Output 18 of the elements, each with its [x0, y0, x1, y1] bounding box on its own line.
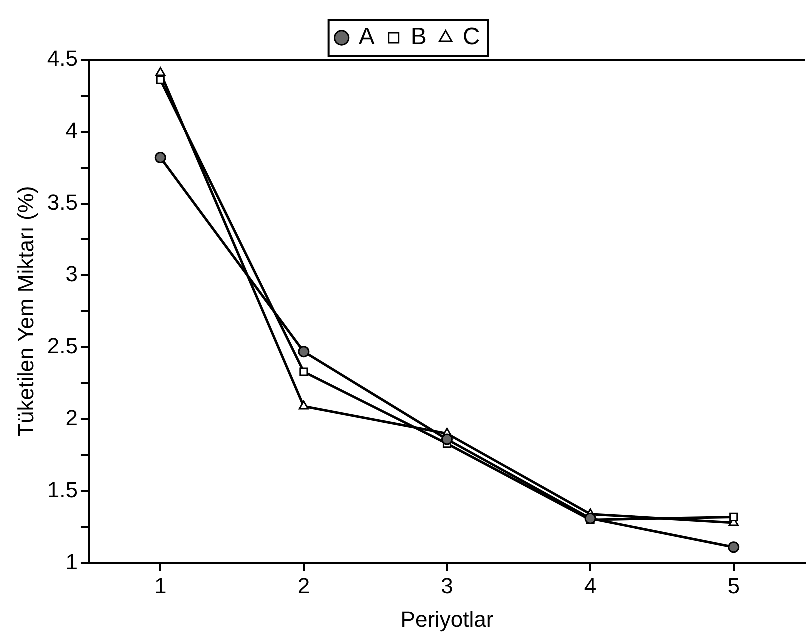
x-tick-label: 4: [584, 573, 597, 598]
y-tick-label: 3: [66, 262, 78, 287]
y-tick-label: 1: [66, 549, 78, 574]
y-tick-label: 3.5: [47, 190, 78, 215]
x-tick-label: 2: [298, 573, 310, 598]
y-tick-label: 4: [66, 118, 78, 143]
y-tick-label: 4.5: [47, 46, 78, 72]
legend-label: A: [358, 24, 375, 51]
y-axis-title: Tüketilen Yem Miktarı (%): [13, 186, 38, 437]
x-tick-label: 1: [154, 573, 167, 598]
x-axis-title: Periyotlar: [400, 606, 494, 632]
legend-label: B: [410, 24, 427, 51]
x-tick-label: 5: [728, 573, 740, 598]
y-tick-label: 1.5: [47, 477, 78, 502]
legend-label: C: [462, 24, 480, 51]
y-tick-label: 2.5: [47, 334, 78, 359]
y-tick-label: 2: [66, 405, 78, 430]
x-tick-label: 3: [441, 573, 454, 598]
